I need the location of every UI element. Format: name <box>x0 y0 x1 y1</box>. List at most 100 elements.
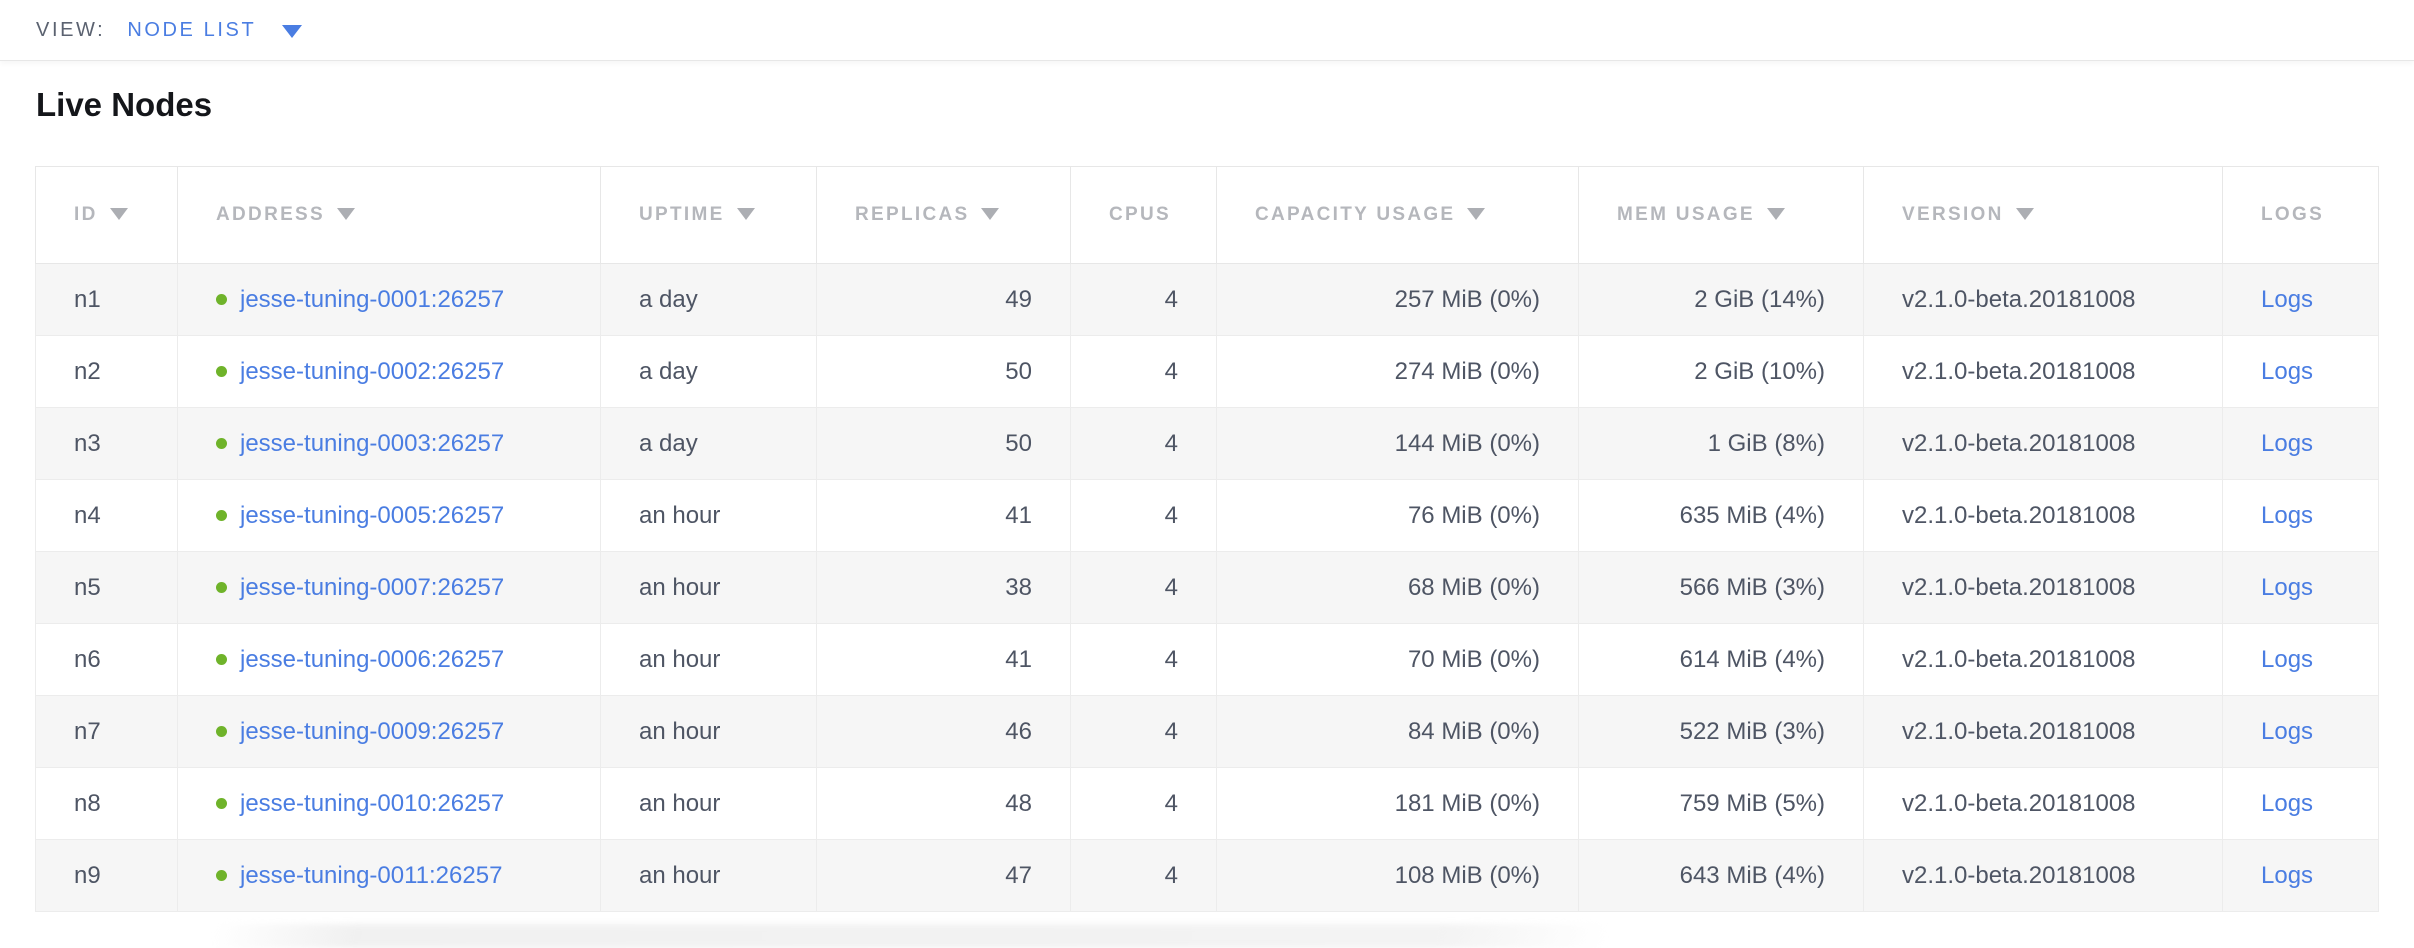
sort-caret-icon <box>736 208 755 220</box>
column-header-mem[interactable]: MEM USAGE <box>1578 166 1864 264</box>
sort-caret-icon <box>2015 208 2034 220</box>
cell-capacity: 68 MiB (0%) <box>1216 551 1579 624</box>
cell-mem: 635 MiB (4%) <box>1578 479 1864 552</box>
cell-address: jesse-tuning-0003:26257 <box>177 407 601 480</box>
node-status-dot <box>216 869 227 881</box>
view-toolbar: VIEW: NODE LIST <box>0 0 2414 61</box>
logs-link[interactable]: Logs <box>2261 717 2314 745</box>
column-header-capacity[interactable]: CAPACITY USAGE <box>1216 166 1579 264</box>
node-status-dot <box>216 509 227 521</box>
column-label-version: VERSION <box>1902 204 2004 225</box>
node-row-n4: n4 jesse-tuning-0005:26257 an hour 41 4 76 Mi… <box>35 479 2379 552</box>
node-row-n8: n8 jesse-tuning-0010:26257 an hour 48 4 181 M… <box>35 767 2379 840</box>
cell-id: n1 <box>35 263 178 336</box>
cell-capacity: 144 MiB (0%) <box>1216 407 1579 480</box>
cell-capacity: 70 MiB (0%) <box>1216 623 1579 696</box>
cell-logs: Logs <box>2222 263 2379 336</box>
cell-address: jesse-tuning-0005:26257 <box>177 479 601 552</box>
node-status-dot <box>216 653 227 665</box>
cell-uptime: an hour <box>600 839 817 912</box>
cell-address: jesse-tuning-0001:26257 <box>177 263 601 336</box>
cell-replicas: 46 <box>816 695 1071 768</box>
logs-link[interactable]: Logs <box>2261 429 2314 457</box>
cell-version: v2.1.0-beta.20181008 <box>1863 479 2223 552</box>
cell-mem: 759 MiB (5%) <box>1578 767 1864 840</box>
logs-link[interactable]: Logs <box>2261 861 2314 889</box>
next-panel-shadow <box>215 924 1605 948</box>
address-link[interactable]: jesse-tuning-0003:26257 <box>240 429 505 457</box>
node-status-dot <box>216 725 227 737</box>
column-label-cpus: CPUS <box>1109 204 1171 225</box>
node-status-dot <box>216 365 227 377</box>
cell-capacity: 76 MiB (0%) <box>1216 479 1579 552</box>
node-status-dot <box>216 437 227 449</box>
cell-logs: Logs <box>2222 839 2379 912</box>
cell-id: n8 <box>35 767 178 840</box>
column-label-uptime: UPTIME <box>639 204 725 225</box>
cell-uptime: an hour <box>600 623 817 696</box>
cell-logs: Logs <box>2222 407 2379 480</box>
cell-capacity: 181 MiB (0%) <box>1216 767 1579 840</box>
address-link[interactable]: jesse-tuning-0006:26257 <box>240 645 505 673</box>
cell-uptime: an hour <box>600 767 817 840</box>
cell-mem: 1 GiB (8%) <box>1578 407 1864 480</box>
cell-cpus: 4 <box>1070 263 1217 336</box>
cell-id: n7 <box>35 695 178 768</box>
logs-link[interactable]: Logs <box>2261 357 2314 385</box>
address-link[interactable]: jesse-tuning-0001:26257 <box>240 285 505 313</box>
node-row-n5: n5 jesse-tuning-0007:26257 an hour 38 4 68 Mi… <box>35 551 2379 624</box>
address-link[interactable]: jesse-tuning-0010:26257 <box>240 789 505 817</box>
live-nodes-section: Live Nodes ID ADDRESS UPTIME REPLICAS CPUS CA… <box>0 86 2414 912</box>
cell-version: v2.1.0-beta.20181008 <box>1863 335 2223 408</box>
node-list-dropdown[interactable]: NODE LIST <box>127 18 303 42</box>
column-header-id[interactable]: ID <box>35 166 178 264</box>
cell-cpus: 4 <box>1070 407 1217 480</box>
cell-version: v2.1.0-beta.20181008 <box>1863 695 2223 768</box>
cell-replicas: 38 <box>816 551 1071 624</box>
sort-caret-icon <box>981 208 1000 220</box>
cell-mem: 2 GiB (14%) <box>1578 263 1864 336</box>
address-link[interactable]: jesse-tuning-0011:26257 <box>240 861 503 889</box>
cell-id: n5 <box>35 551 178 624</box>
column-label-address: ADDRESS <box>216 204 326 225</box>
cell-version: v2.1.0-beta.20181008 <box>1863 551 2223 624</box>
cell-cpus: 4 <box>1070 335 1217 408</box>
cell-version: v2.1.0-beta.20181008 <box>1863 623 2223 696</box>
column-header-address[interactable]: ADDRESS <box>177 166 601 264</box>
caret-down-icon <box>282 25 303 38</box>
cell-mem: 614 MiB (4%) <box>1578 623 1864 696</box>
cell-logs: Logs <box>2222 551 2379 624</box>
cell-capacity: 257 MiB (0%) <box>1216 263 1579 336</box>
logs-link[interactable]: Logs <box>2261 573 2314 601</box>
cell-id: n6 <box>35 623 178 696</box>
node-status-dot <box>216 293 227 305</box>
cell-id: n4 <box>35 479 178 552</box>
address-link[interactable]: jesse-tuning-0009:26257 <box>240 717 505 745</box>
logs-link[interactable]: Logs <box>2261 501 2314 529</box>
address-link[interactable]: jesse-tuning-0002:26257 <box>240 357 505 385</box>
cell-address: jesse-tuning-0007:26257 <box>177 551 601 624</box>
cell-uptime: an hour <box>600 479 817 552</box>
cell-logs: Logs <box>2222 767 2379 840</box>
table-header-row: ID ADDRESS UPTIME REPLICAS CPUS CAPACITY USAG… <box>35 166 2379 264</box>
node-list-dropdown-value: NODE LIST <box>127 18 257 41</box>
cell-uptime: an hour <box>600 551 817 624</box>
logs-link[interactable]: Logs <box>2261 789 2314 817</box>
logs-link[interactable]: Logs <box>2261 285 2314 313</box>
column-header-replicas[interactable]: REPLICAS <box>816 166 1071 264</box>
cell-logs: Logs <box>2222 695 2379 768</box>
cell-capacity: 108 MiB (0%) <box>1216 839 1579 912</box>
cell-cpus: 4 <box>1070 695 1217 768</box>
column-header-version[interactable]: VERSION <box>1863 166 2223 264</box>
column-header-uptime[interactable]: UPTIME <box>600 166 817 264</box>
column-label-replicas: REPLICAS <box>855 204 970 225</box>
cell-mem: 2 GiB (10%) <box>1578 335 1864 408</box>
logs-link[interactable]: Logs <box>2261 645 2314 673</box>
address-link[interactable]: jesse-tuning-0005:26257 <box>240 501 505 529</box>
column-label-logs: LOGS <box>2261 204 2325 225</box>
node-row-n9: n9 jesse-tuning-0011:26257 an hour 47 4 108 M… <box>35 839 2379 912</box>
address-link[interactable]: jesse-tuning-0007:26257 <box>240 573 505 601</box>
cell-capacity: 274 MiB (0%) <box>1216 335 1579 408</box>
cell-uptime: a day <box>600 335 817 408</box>
column-label-capacity: CAPACITY USAGE <box>1255 204 1456 225</box>
